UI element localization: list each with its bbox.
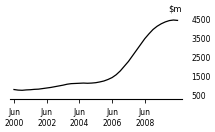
Text: $m: $m bbox=[168, 4, 182, 13]
